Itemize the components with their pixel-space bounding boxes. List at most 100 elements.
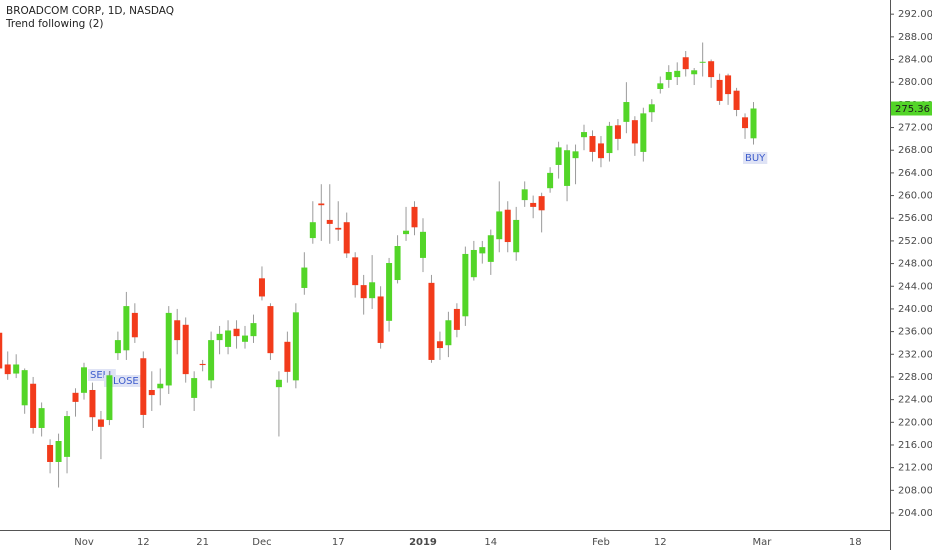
candle-body <box>216 333 223 341</box>
candle-body <box>30 383 37 428</box>
candle-body <box>682 57 689 70</box>
last-price-badge <box>891 101 932 116</box>
candle-body <box>258 278 265 297</box>
y-tick-label: 240.00 <box>898 304 932 315</box>
chart-title: BROADCOM CORP, 1D, NASDAQ <box>6 5 174 17</box>
candle-body <box>614 125 621 139</box>
y-tick-label: 248.00 <box>898 259 932 270</box>
candle-body <box>360 285 367 299</box>
x-tick-label: 12 <box>137 537 150 548</box>
y-tick-label: 268.00 <box>898 145 932 156</box>
x-tick-label: Feb <box>592 537 610 548</box>
candle-body <box>581 132 588 138</box>
signal-label-bg <box>743 152 768 164</box>
candle-body <box>555 147 562 165</box>
candle-body <box>623 102 630 122</box>
candle-body <box>369 282 376 299</box>
candle-body <box>699 61 706 63</box>
candle-body <box>191 378 198 398</box>
candle-body <box>225 330 232 347</box>
candle-body <box>403 230 410 235</box>
signal-label: CLOSE <box>106 376 139 387</box>
y-tick-label: 288.00 <box>898 32 932 43</box>
candle-body <box>292 312 299 381</box>
candle-body <box>725 75 732 95</box>
candle-body <box>411 206 418 228</box>
candle-body <box>267 306 274 354</box>
candle-body <box>275 379 282 388</box>
y-tick-label: 260.00 <box>898 191 932 202</box>
candle-body <box>521 189 528 201</box>
candle-body <box>318 203 325 206</box>
candle-body <box>343 222 350 254</box>
candle-body <box>250 323 257 337</box>
candle-body <box>89 389 96 418</box>
candle-body <box>386 263 393 321</box>
candle-body <box>597 143 604 159</box>
candle-body <box>55 441 62 462</box>
candle-body <box>394 246 401 281</box>
signal-label-bg <box>104 375 141 387</box>
y-tick-label: 264.00 <box>898 168 932 179</box>
candle-body <box>47 444 54 462</box>
axes: 204.00 208.00 212.00 216.00 220.00 224.00 228.… <box>74 9 932 548</box>
candles <box>0 42 757 488</box>
candle-body <box>487 235 494 262</box>
candle-body <box>496 211 503 240</box>
candle-body <box>97 419 104 427</box>
candle-body <box>335 227 342 230</box>
candle-body <box>80 367 87 393</box>
candle-body <box>436 341 443 349</box>
last-price-label: 275.36 <box>895 104 930 115</box>
x-tick-label: 14 <box>484 537 497 548</box>
candle-body <box>4 364 11 375</box>
candle-body <box>301 267 308 288</box>
candle-body <box>13 364 20 374</box>
y-tick-label: 232.00 <box>898 349 932 360</box>
y-tick-label: 252.00 <box>898 236 932 247</box>
candle-body <box>352 257 359 286</box>
y-tick-label: 284.00 <box>898 55 932 66</box>
candle-body <box>242 335 249 342</box>
candle-body <box>564 150 571 186</box>
y-tick-label: 208.00 <box>898 485 932 496</box>
candle-body <box>530 202 537 207</box>
candle-body <box>309 222 316 239</box>
candle-body <box>733 90 740 110</box>
candle-body <box>157 383 164 389</box>
candle-body <box>589 136 596 152</box>
candle-body <box>174 320 181 341</box>
candle-body <box>208 340 215 381</box>
candle-body <box>165 312 172 386</box>
candle-body <box>131 312 138 338</box>
candle-body <box>657 83 664 89</box>
y-tick-label: 280.00 <box>898 77 932 88</box>
x-tick-label: 18 <box>849 537 862 548</box>
candle-body <box>665 71 672 80</box>
candle-body <box>377 296 384 343</box>
y-tick-label: 212.00 <box>898 463 932 474</box>
candle-body <box>233 328 240 337</box>
candle-body <box>21 370 28 406</box>
candle-body <box>199 363 206 366</box>
candle-body <box>140 358 147 415</box>
y-tick-label: 292.00 <box>898 9 932 20</box>
signal-label: SELL <box>90 370 114 381</box>
x-tick-label: 21 <box>196 537 209 548</box>
candle-body <box>123 306 130 351</box>
x-tick-label: 12 <box>654 537 667 548</box>
candle-body <box>445 320 452 346</box>
y-tick-label: 244.00 <box>898 281 932 292</box>
candle-body <box>691 70 698 75</box>
candle-body <box>72 392 79 402</box>
candle-body <box>0 332 3 369</box>
x-tick-label: Mar <box>753 537 773 548</box>
y-tick-label: 224.00 <box>898 395 932 406</box>
candle-body <box>674 70 681 78</box>
candle-body <box>148 389 155 396</box>
candle-body <box>708 61 715 78</box>
candle-body <box>513 219 520 253</box>
y-tick-label: 220.00 <box>898 417 932 428</box>
